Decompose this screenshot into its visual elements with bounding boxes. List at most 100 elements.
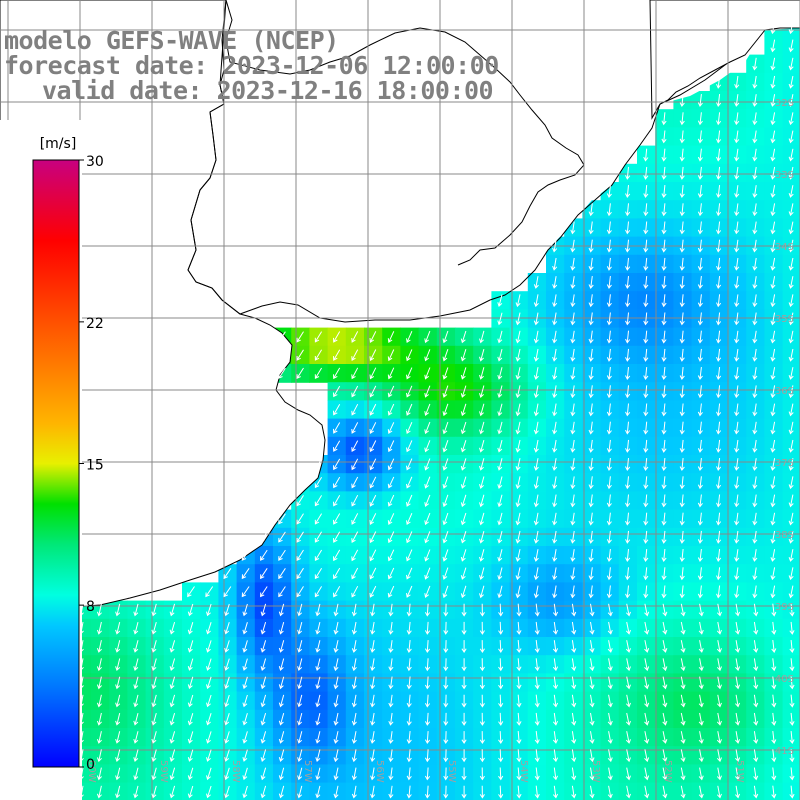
wind-arrow [133,731,139,744]
wind-arrow [278,658,285,672]
wind-arrow [224,694,230,708]
wind-arrow [461,712,467,726]
wind-arrow [662,694,668,708]
wind-arrow [735,658,741,672]
wind-arrow [479,731,485,745]
wind-arrow [607,731,613,744]
wind-arrow [534,694,540,708]
wind-arrow [552,712,559,726]
wind-arrow [479,785,485,799]
wind-arrow [606,439,612,453]
wind-arrow [716,549,722,563]
wind-arrow [752,239,758,253]
wind-arrow [461,676,467,690]
wind-arrow [661,330,667,344]
wind-arrow [479,603,485,617]
wind-arrow [771,676,777,690]
wind-arrow [497,403,503,417]
latitude-label: 34S [775,242,794,253]
wind-arrow [442,330,449,344]
wind-arrow [571,658,577,672]
wind-arrow [770,348,776,362]
wind-arrow [297,767,303,781]
wind-arrow [315,731,321,744]
wind-arrow [698,712,704,726]
wind-arrow [625,749,631,763]
wind-arrow [734,458,740,471]
wind-arrow [625,621,631,635]
wind-arrow [588,385,594,399]
wind-arrow [460,330,467,344]
wind-arrow [460,421,467,435]
wind-arrow [734,221,740,235]
wind-arrow [679,166,685,180]
wind-arrow [788,257,794,271]
wind-arrow [697,94,703,108]
wind-arrow [498,749,504,763]
wind-arrow [643,549,649,563]
wind-arrow [788,166,794,180]
wind-arrow [169,712,176,726]
wind-arrow [752,549,758,562]
wind-arrow [297,785,303,799]
wind-arrow [752,585,758,599]
wind-arrow [333,349,341,361]
wind-arrow [443,785,449,799]
wind-arrow [424,712,431,726]
wind-arrow [424,421,431,435]
wind-arrow [789,767,795,781]
wind-arrow [606,367,612,381]
wind-arrow [406,676,412,690]
longitude-label: 58W [230,760,241,783]
wind-arrow [498,640,504,654]
wind-arrow [260,749,267,763]
wind-arrow [788,112,794,126]
wind-arrow [606,348,612,362]
wind-arrow [680,767,686,781]
wind-arrow [661,367,667,381]
wind-arrow [206,785,212,799]
wind-arrow [224,749,230,762]
wind-arrow [351,385,359,398]
wind-arrow [697,549,703,563]
wind-arrow [588,276,594,290]
wind-arrow [789,603,795,617]
wind-arrow [752,148,758,162]
wind-arrow [151,749,157,762]
wind-arrow [588,512,594,526]
wind-arrow [679,385,685,399]
wind-arrow [752,403,758,417]
wind-arrow [679,148,685,162]
wind-arrow [479,621,485,635]
wind-arrow [734,294,740,308]
wind-arrow [479,567,485,581]
wind-arrow [753,621,759,635]
wind-arrow [296,495,304,507]
wind-arrow [297,603,303,617]
wind-arrow [788,94,794,107]
wind-arrow [788,512,794,526]
wind-arrow [679,330,685,344]
wind-arrow [643,148,649,162]
wind-arrow [115,785,121,799]
wind-arrow [734,312,740,326]
wind-arrow [788,567,794,581]
wind-arrow [643,421,649,435]
wind-arrow [260,731,267,744]
wind-arrow [387,458,395,471]
wind-arrow [697,130,703,144]
wind-arrow [697,221,703,235]
wind-arrow [661,185,667,199]
wind-arrow [679,585,685,599]
wind-arrow [333,367,341,380]
wind-arrow [679,203,685,217]
wind-arrow [643,294,649,308]
wind-arrow [278,785,285,799]
wind-arrow [606,530,612,544]
wind-arrow [151,694,157,708]
wind-arrow [643,239,649,253]
wind-arrow [789,731,795,745]
wind-arrow [442,494,449,508]
wind-arrow [735,603,741,617]
wind-arrow [533,294,539,308]
